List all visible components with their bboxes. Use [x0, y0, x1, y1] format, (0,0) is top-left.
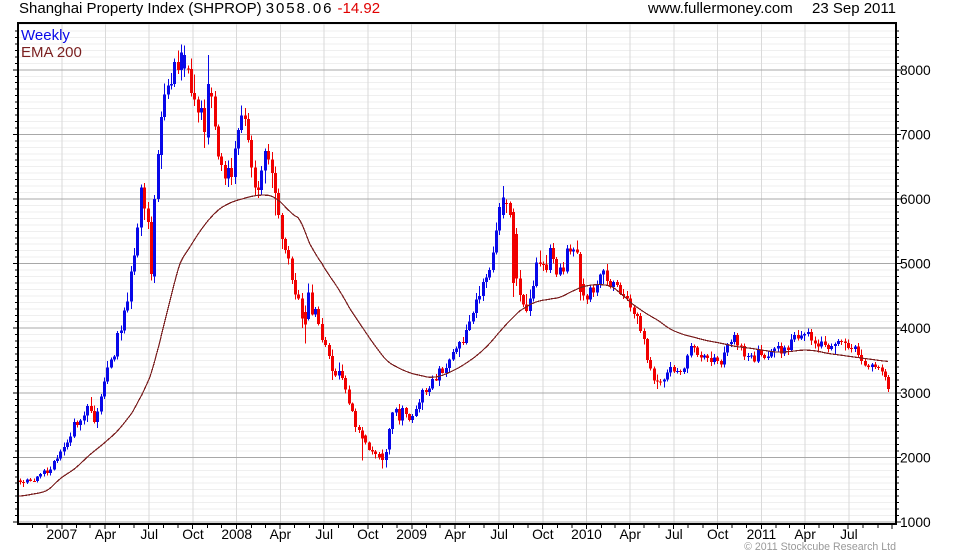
svg-text:Jul: Jul	[315, 527, 333, 542]
svg-text:5000: 5000	[900, 257, 931, 272]
svg-text:www.fullermoney.com: www.fullermoney.com	[647, 0, 793, 17]
svg-text:3000: 3000	[900, 386, 931, 401]
svg-text:Oct: Oct	[707, 527, 729, 542]
svg-text:EMA 200: EMA 200	[21, 44, 82, 61]
svg-text:2000: 2000	[900, 450, 931, 465]
svg-text:2010: 2010	[571, 527, 602, 542]
svg-text:Apr: Apr	[794, 527, 816, 542]
svg-text:2011: 2011	[747, 527, 777, 542]
svg-text:Oct: Oct	[357, 527, 379, 542]
svg-text:Oct: Oct	[182, 527, 204, 542]
svg-text:6000: 6000	[900, 192, 931, 207]
svg-text:Apr: Apr	[270, 527, 292, 542]
svg-text:2008: 2008	[221, 527, 252, 542]
svg-text:4000: 4000	[900, 321, 931, 336]
svg-text:Apr: Apr	[619, 527, 641, 542]
svg-text:1000: 1000	[900, 515, 931, 530]
svg-text:Apr: Apr	[445, 527, 467, 542]
svg-text:Weekly: Weekly	[21, 27, 70, 44]
svg-text:© 2011 Stockcube Research Ltd: © 2011 Stockcube Research Ltd	[744, 541, 896, 553]
svg-text:Jul: Jul	[140, 527, 158, 542]
svg-text:8000: 8000	[900, 63, 931, 78]
svg-text:Jul: Jul	[840, 527, 858, 542]
svg-text:7000: 7000	[900, 127, 931, 142]
svg-text:2009: 2009	[396, 527, 427, 542]
svg-text:Oct: Oct	[532, 527, 554, 542]
svg-text:23 Sep 2011: 23 Sep 2011	[812, 0, 896, 17]
svg-text:Jul: Jul	[665, 527, 683, 542]
svg-text:Shanghai Property Index (SHPRO: Shanghai Property Index (SHPROP) 3058.06…	[19, 0, 380, 17]
svg-text:2007: 2007	[46, 527, 77, 542]
svg-text:Jul: Jul	[490, 527, 508, 542]
svg-text:Apr: Apr	[95, 527, 117, 542]
